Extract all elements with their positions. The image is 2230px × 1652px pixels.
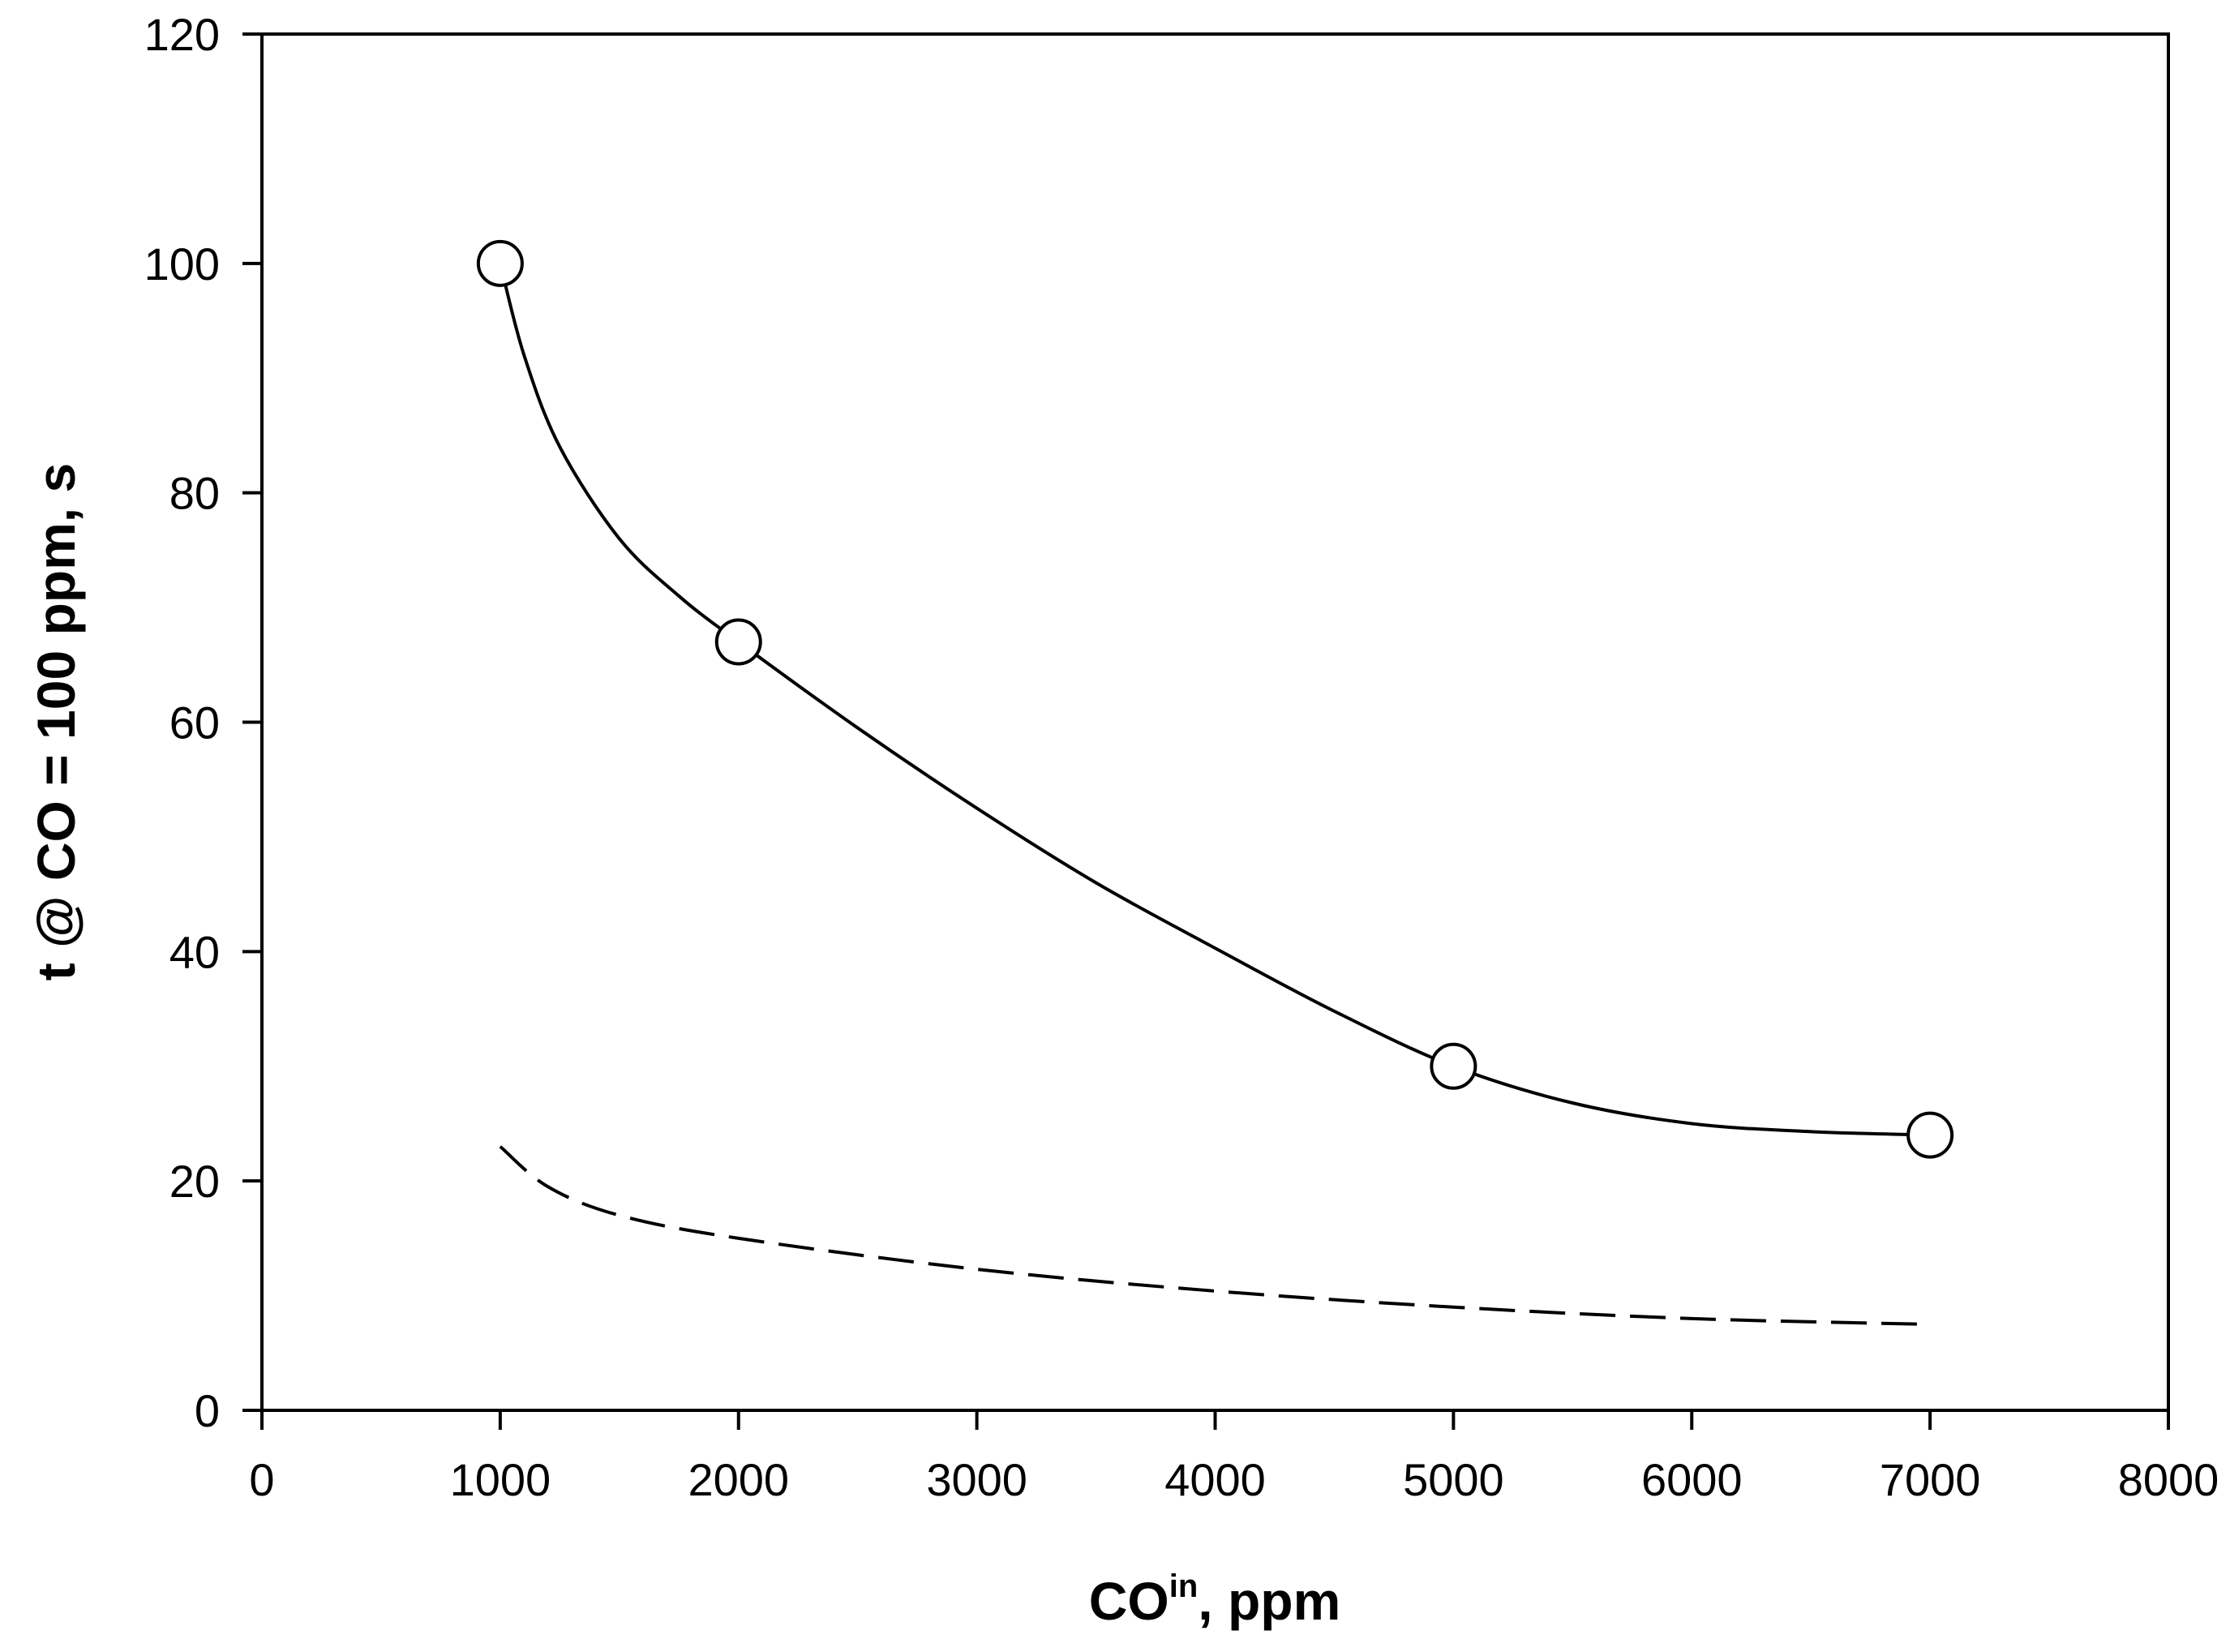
x-axis-title-suffix: , ppm bbox=[1198, 1571, 1340, 1631]
y-tick-label: 100 bbox=[144, 238, 220, 290]
x-tick-label: 7000 bbox=[1880, 1454, 1981, 1505]
y-tick-label: 80 bbox=[169, 468, 220, 519]
y-axis-title: t @ CO = 100 ppm, s bbox=[26, 463, 86, 980]
x-tick-label: 5000 bbox=[1403, 1454, 1504, 1505]
data-point-measured bbox=[1430, 1042, 1477, 1090]
x-axis-title-main: CO bbox=[1089, 1571, 1169, 1631]
y-tick-label: 20 bbox=[169, 1156, 220, 1207]
x-axis-title: COin, ppm bbox=[1089, 1568, 1341, 1631]
x-axis-ticks: 0 1000 2000 3000 4000 5000 6000 7000 8000 bbox=[249, 1410, 2219, 1505]
y-tick-label: 60 bbox=[169, 697, 220, 749]
data-point-measured bbox=[476, 239, 524, 287]
x-axis-title-superscript: in bbox=[1169, 1568, 1199, 1604]
y-tick-label: 40 bbox=[169, 926, 220, 977]
y-tick-label: 0 bbox=[195, 1385, 220, 1436]
data-point-measured bbox=[1906, 1111, 1954, 1159]
y-tick-label: 120 bbox=[144, 9, 220, 60]
series-line-predicted bbox=[499, 1145, 1931, 1326]
x-tick-label: 2000 bbox=[688, 1454, 789, 1505]
series-line-measured bbox=[498, 263, 1931, 1137]
plot-area-frame bbox=[260, 32, 2170, 1412]
x-tick-label: 1000 bbox=[450, 1454, 551, 1505]
data-point-measured bbox=[714, 618, 762, 666]
x-tick-label: 6000 bbox=[1641, 1454, 1743, 1505]
x-tick-label: 3000 bbox=[926, 1454, 1027, 1505]
x-tick-label: 4000 bbox=[1164, 1454, 1266, 1505]
marker-layer bbox=[476, 239, 1954, 1159]
y-axis-ticks: 0 20 40 60 80 100 120 bbox=[144, 9, 262, 1436]
x-tick-label: 8000 bbox=[2118, 1454, 2219, 1505]
series-layer bbox=[498, 263, 1931, 1326]
x-tick-label: 0 bbox=[249, 1454, 274, 1505]
